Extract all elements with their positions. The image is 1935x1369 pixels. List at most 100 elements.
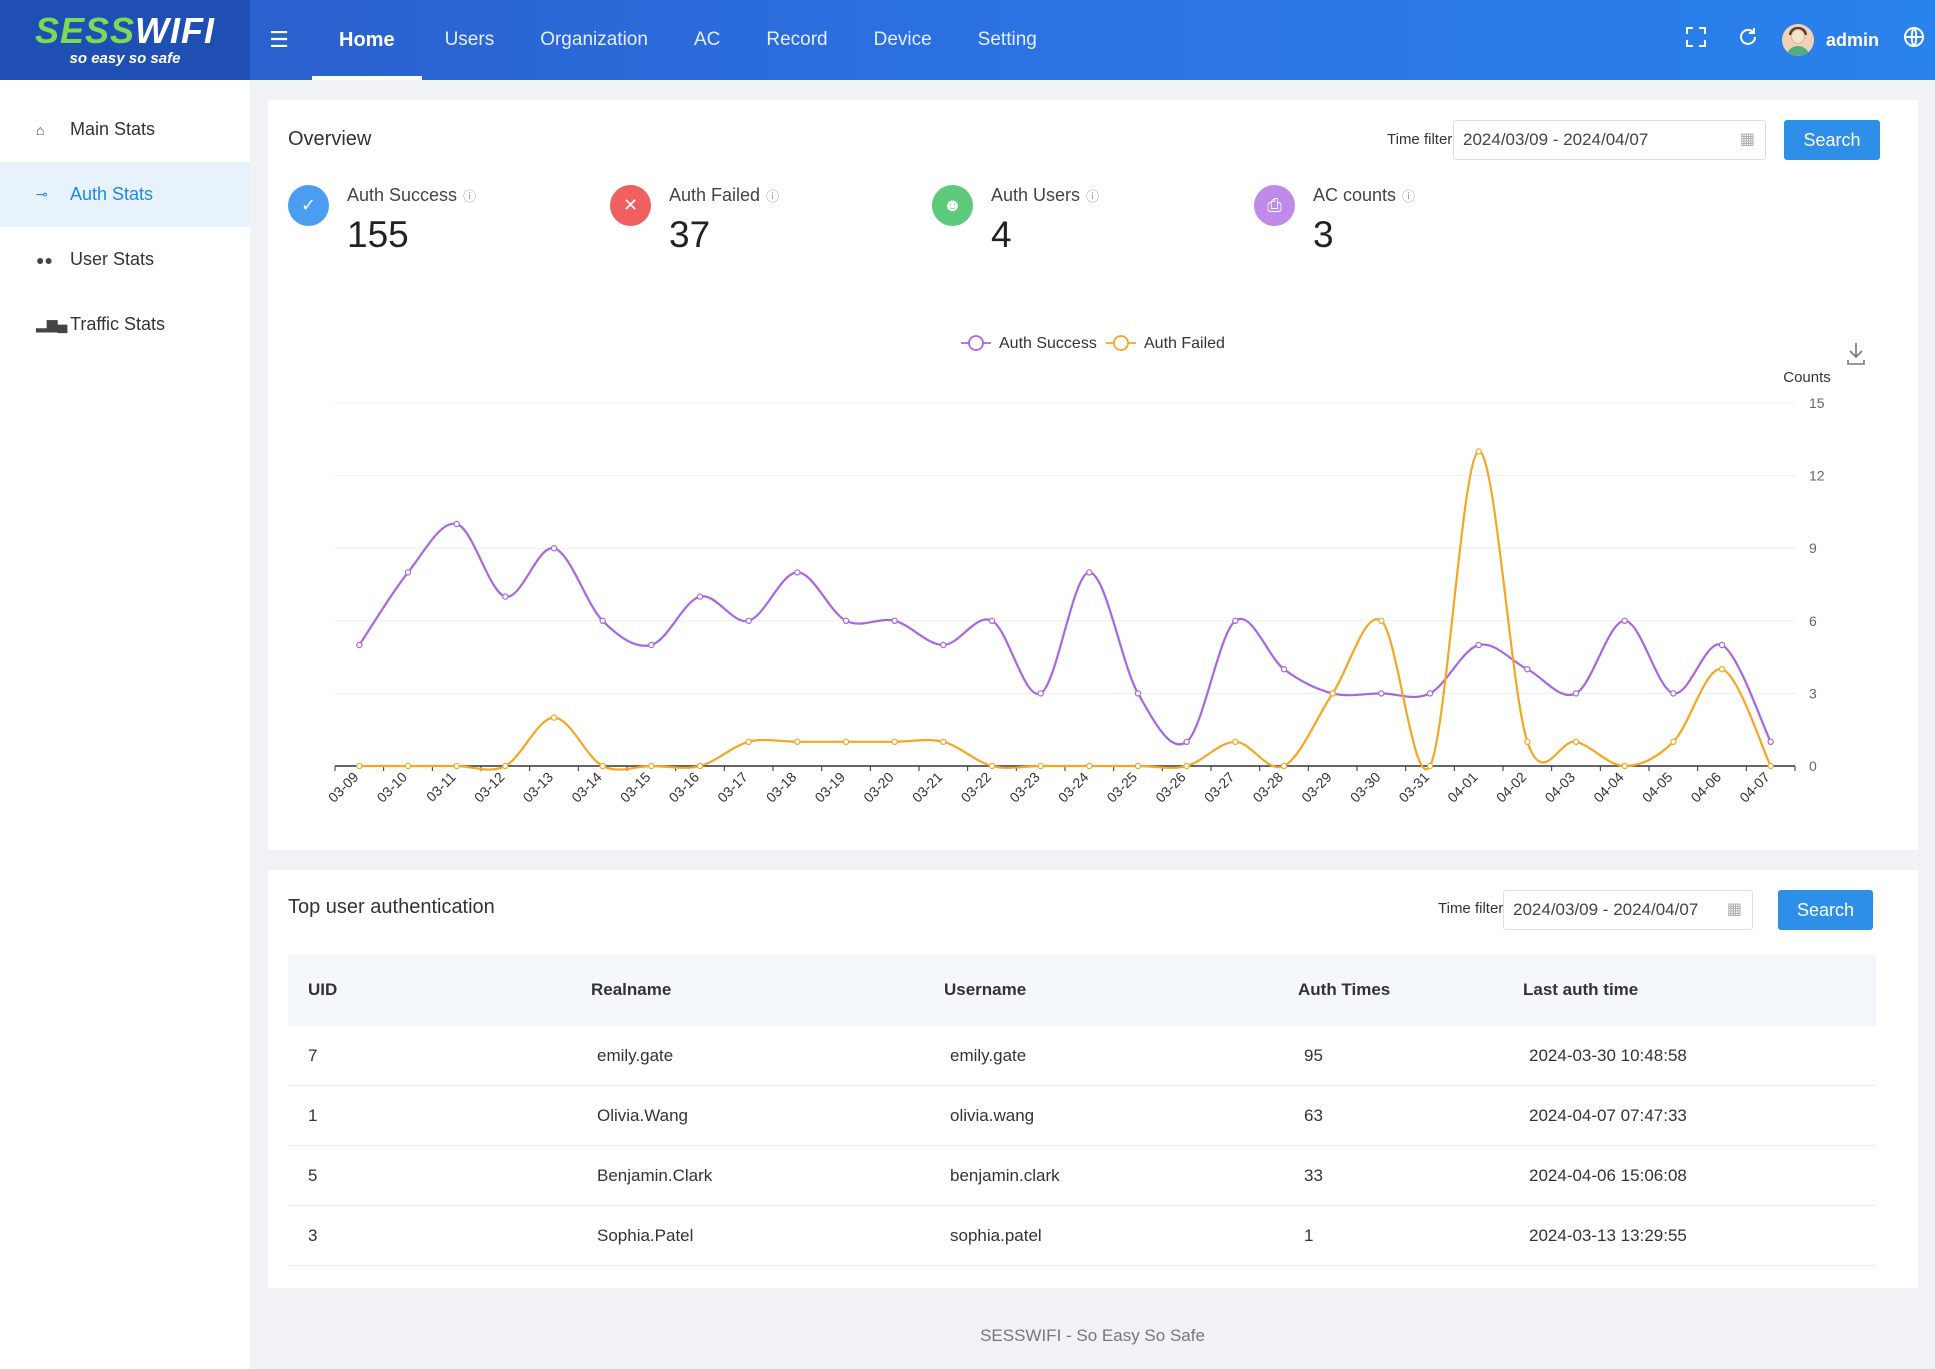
home-icon: ⌂: [36, 121, 45, 138]
data-point: [356, 641, 363, 649]
x-tick-label: 03-22: [957, 769, 994, 806]
overview-search-button[interactable]: Search: [1784, 120, 1880, 160]
date-range-input[interactable]: 2024/03/09 - 2024/04/07 ▦: [1453, 120, 1766, 160]
x-tick-label: 03-27: [1201, 769, 1238, 806]
nav-users[interactable]: Users: [444, 29, 495, 50]
series-line-auth-failed: [359, 450, 1772, 771]
users-icon: ●●: [36, 251, 53, 268]
data-point: [1183, 738, 1190, 746]
info-icon[interactable]: ⓘ: [1402, 189, 1416, 204]
check-icon: ✓: [288, 185, 329, 226]
data-point: [1767, 762, 1774, 770]
series-line-auth-success: [358, 522, 1772, 746]
x-tick-label: 03-12: [471, 769, 508, 806]
table-row[interactable]: 7 emily.gate emily.gate 95 2024-03-30 10…: [288, 1026, 1876, 1086]
nav-home[interactable]: Home: [312, 0, 422, 80]
data-point: [1670, 690, 1677, 697]
top-header: SESSWIFI so easy so safe ☰ Home Users Or…: [0, 0, 1935, 80]
nav-organization[interactable]: Organization: [540, 29, 648, 50]
y-tick-label: 12: [1809, 468, 1825, 484]
column-header[interactable]: Username: [944, 980, 1027, 999]
bar-chart-icon: ▂▆▄: [36, 316, 68, 332]
legend-label[interactable]: Auth Success: [999, 335, 1097, 352]
y-tick-label: 0: [1809, 758, 1817, 774]
stat-label: Auth Users: [991, 185, 1081, 205]
sidebar-item-main-stats[interactable]: ⌂ Main Stats: [0, 97, 250, 162]
data-point: [1183, 762, 1190, 770]
globe-icon[interactable]: [1893, 26, 1935, 54]
data-point: [648, 762, 655, 770]
x-tick-label: 03-26: [1152, 769, 1189, 806]
top-users-search-button[interactable]: Search: [1778, 890, 1873, 930]
data-point: [1670, 738, 1677, 746]
data-point: [842, 738, 850, 746]
refresh-icon[interactable]: [1722, 26, 1774, 54]
data-point: [550, 545, 558, 552]
data-point: [891, 738, 898, 746]
data-point: [1572, 738, 1580, 746]
sidebar-item-label: Auth Stats: [70, 184, 154, 204]
top-users-title: Top user authentication: [288, 896, 495, 918]
data-point: [599, 762, 606, 770]
date-range-input[interactable]: 2024/03/09 - 2024/04/07 ▦: [1503, 890, 1753, 930]
data-point: [1232, 617, 1239, 625]
column-header[interactable]: Realname: [591, 980, 672, 999]
column-header[interactable]: Last auth time: [1523, 980, 1639, 999]
sidebar-item-user-stats[interactable]: ●● User Stats: [0, 227, 250, 292]
sidebar-item-traffic-stats[interactable]: ▂▆▄ Traffic Stats: [0, 292, 250, 357]
data-point: [1475, 641, 1482, 649]
logo[interactable]: SESSWIFI so easy so safe: [0, 0, 250, 80]
info-icon[interactable]: ⓘ: [463, 189, 477, 204]
sidebar-item-auth-stats[interactable]: ⊸ Auth Stats: [0, 162, 250, 227]
download-icon[interactable]: [1847, 343, 1865, 365]
column-header[interactable]: UID: [308, 980, 338, 999]
nav-ac[interactable]: AC: [693, 29, 721, 50]
fullscreen-icon[interactable]: [1670, 26, 1722, 54]
info-icon[interactable]: ⓘ: [766, 189, 780, 204]
overview-card: Overview Time filter 2024/03/09 - 2024/0…: [268, 100, 1918, 850]
nav-device[interactable]: Device: [873, 29, 932, 50]
table-row[interactable]: 3 Sophia.Patel sophia.patel 1 2024-03-13…: [288, 1206, 1876, 1266]
x-tick-label: 04-03: [1541, 769, 1578, 806]
data-point: [404, 569, 412, 576]
nav-record[interactable]: Record: [766, 29, 828, 50]
top-users-card: Top user authentication Time filter 2024…: [268, 870, 1918, 1288]
x-tick-label: 03-23: [1006, 769, 1043, 806]
info-icon[interactable]: ⓘ: [1086, 189, 1100, 204]
calendar-icon: ▦: [1739, 131, 1755, 148]
table-row[interactable]: 5 Benjamin.Clark benjamin.clark 33 2024-…: [288, 1146, 1876, 1206]
data-point: [940, 641, 947, 649]
data-point: [1426, 762, 1434, 770]
x-tick-label: 03-10: [373, 769, 410, 806]
column-header[interactable]: Auth Times: [1298, 980, 1391, 999]
x-tick-label: 03-19: [811, 769, 848, 806]
legend-label[interactable]: Auth Failed: [1144, 335, 1225, 352]
x-tick-label: 03-24: [1055, 769, 1092, 806]
data-point: [1378, 617, 1385, 625]
avatar[interactable]: [1781, 24, 1814, 56]
y-tick-label: 6: [1809, 613, 1817, 629]
stat-label: Auth Failed: [669, 185, 761, 205]
x-tick-label: 04-06: [1687, 769, 1724, 806]
table-row[interactable]: 1 Olivia.Wang olivia.wang 63 2024-04-07 …: [288, 1086, 1876, 1146]
data-point: [1232, 738, 1239, 746]
user-name[interactable]: admin: [1825, 29, 1879, 50]
legend-marker: [1113, 335, 1129, 351]
x-tick-label: 03-29: [1298, 769, 1335, 806]
x-tick-label: 04-07: [1736, 769, 1773, 806]
data-point: [1524, 666, 1531, 673]
data-point: [356, 762, 363, 770]
main-nav: Home Users Organization AC Record Device…: [312, 0, 1060, 80]
x-tick-label: 03-11: [423, 769, 459, 805]
data-point: [1134, 690, 1142, 697]
x-tick-label: 03-25: [1103, 769, 1140, 806]
data-point: [1280, 762, 1288, 770]
data-point: [502, 762, 509, 770]
menu-fold-icon[interactable]: ☰: [269, 27, 289, 52]
data-point: [1767, 738, 1774, 746]
y-tick-label: 15: [1809, 395, 1825, 411]
logo-text-white: WIFI: [135, 9, 216, 51]
data-point: [550, 714, 558, 721]
header-actions: admin: [1670, 0, 1935, 80]
nav-setting[interactable]: Setting: [977, 29, 1037, 50]
